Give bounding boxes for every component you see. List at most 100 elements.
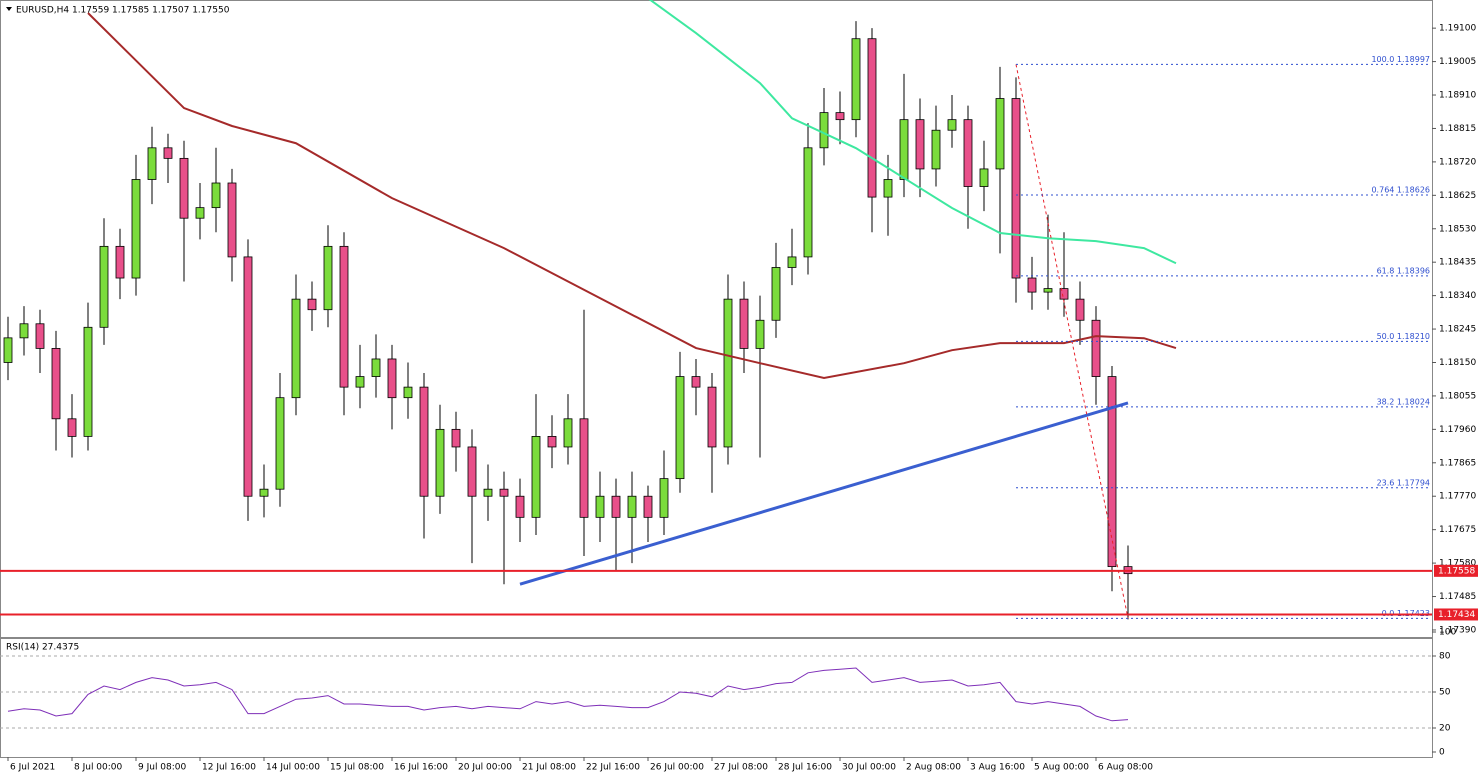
y-tick-label: 1.18435: [1439, 258, 1476, 268]
x-tick-label: 12 Jul 16:00: [202, 763, 256, 773]
x-tick-label: 9 Jul 08:00: [138, 763, 187, 773]
price-label-box: [1434, 608, 1478, 621]
candle-body: [275, 397, 285, 490]
candle-body: [835, 112, 845, 121]
y-tick-label: 1.18340: [1439, 291, 1476, 301]
candle-body: [979, 168, 989, 187]
candle-body: [899, 119, 909, 180]
x-tick-label: 20 Jul 00:00: [458, 763, 512, 773]
y-tick-label: 1.18245: [1439, 325, 1476, 335]
candle-body: [19, 323, 29, 339]
x-tick-label: 2 Aug 08:00: [906, 763, 961, 773]
candle-body: [355, 376, 365, 388]
x-tick-label: 30 Jul 00:00: [842, 763, 896, 773]
candle-body: [643, 495, 653, 518]
candle-body: [1075, 298, 1085, 321]
collapse-arrow: [6, 7, 12, 11]
candle-body: [467, 446, 477, 497]
candle-body: [739, 298, 749, 349]
candle-body: [531, 435, 541, 518]
fib-label: 100.0 1.18997: [1371, 55, 1430, 64]
candle-body: [707, 386, 717, 448]
x-tick-label: 21 Jul 08:00: [522, 763, 576, 773]
rsi-tick-label: 20: [1439, 724, 1451, 734]
y-tick-label: 1.18055: [1439, 391, 1476, 401]
y-tick-label: 1.17865: [1439, 458, 1476, 468]
candle-body: [419, 386, 429, 497]
candle-body: [611, 495, 621, 518]
candle-body: [579, 418, 589, 518]
candle-body: [771, 267, 781, 321]
x-tick-label: 8 Jul 00:00: [74, 763, 123, 773]
candle-body: [563, 418, 573, 448]
candle-body: [675, 376, 685, 480]
candle-body: [291, 298, 301, 399]
candle-body: [131, 179, 141, 279]
x-tick-label: 5 Aug 00:00: [1034, 763, 1089, 773]
candle-body: [163, 147, 173, 159]
candle-body: [547, 435, 557, 448]
rsi-line: [7, 667, 1129, 722]
candle-body: [115, 245, 125, 279]
y-tick-label: 1.17580: [1439, 559, 1476, 569]
x-tick-label: 6 Aug 08:00: [1098, 763, 1153, 773]
candle-body: [1043, 288, 1053, 293]
candle-body: [3, 337, 13, 363]
candle-body: [851, 38, 861, 121]
candle-body: [387, 358, 397, 399]
candle-body: [691, 376, 701, 388]
candle-body: [147, 147, 157, 180]
candle-body: [1091, 319, 1101, 377]
candle-body: [371, 358, 381, 377]
y-tick-label: 1.18815: [1439, 124, 1476, 134]
trendline: [519, 401, 1129, 586]
moving-average: [87, 12, 1177, 379]
rsi-panel: [0, 638, 1433, 758]
rsi-tick-label: 0: [1439, 748, 1445, 758]
y-tick-label: 1.17960: [1439, 425, 1476, 435]
candle-body: [627, 495, 637, 518]
fib-label: 38.2 1.18024: [1377, 397, 1430, 406]
x-tick-label: 15 Jul 08:00: [330, 763, 384, 773]
candle-body: [67, 418, 77, 437]
candle-body: [451, 428, 461, 448]
moving-average: [648, 0, 1177, 265]
candle-body: [227, 182, 237, 258]
candle-body: [1011, 98, 1021, 279]
candle-body: [883, 179, 893, 198]
candle-body: [51, 348, 61, 420]
candle-body: [995, 98, 1005, 170]
y-tick-label: 1.19100: [1439, 24, 1476, 34]
y-tick-label: 1.17770: [1439, 492, 1476, 502]
x-tick-label: 26 Jul 00:00: [650, 763, 704, 773]
x-tick-label: 3 Aug 16:00: [970, 763, 1025, 773]
y-tick-label: 1.17390: [1439, 625, 1476, 635]
y-tick-label: 1.18530: [1439, 224, 1476, 234]
fib-label: 50.0 1.18210: [1377, 332, 1430, 341]
price-label: 1.17558: [1438, 566, 1475, 576]
candle-body: [483, 488, 493, 497]
y-tick-label: 1.17675: [1439, 525, 1476, 535]
x-tick-label: 28 Jul 16:00: [778, 763, 832, 773]
candle-body: [179, 157, 189, 219]
candle-body: [259, 488, 269, 497]
candle-body: [723, 298, 733, 448]
candle-body: [931, 129, 941, 170]
price-label-box: [1434, 564, 1478, 577]
x-tick-label: 22 Jul 16:00: [586, 763, 640, 773]
candle-body: [947, 119, 957, 131]
candle-body: [323, 245, 333, 311]
candle-body: [787, 256, 797, 268]
rsi-title: RSI(14) 27.4375: [6, 643, 79, 653]
candle-body: [35, 323, 45, 349]
candle-body: [1027, 277, 1037, 293]
price-panel: [0, 0, 1433, 638]
y-tick-label: 1.18910: [1439, 91, 1476, 101]
y-tick-label: 1.18150: [1439, 358, 1476, 368]
candle-body: [515, 495, 525, 518]
x-tick-label: 27 Jul 08:00: [714, 763, 768, 773]
candle-body: [435, 428, 445, 497]
candle-body: [243, 256, 253, 497]
candle-body: [659, 478, 669, 518]
candle-body: [307, 298, 317, 311]
